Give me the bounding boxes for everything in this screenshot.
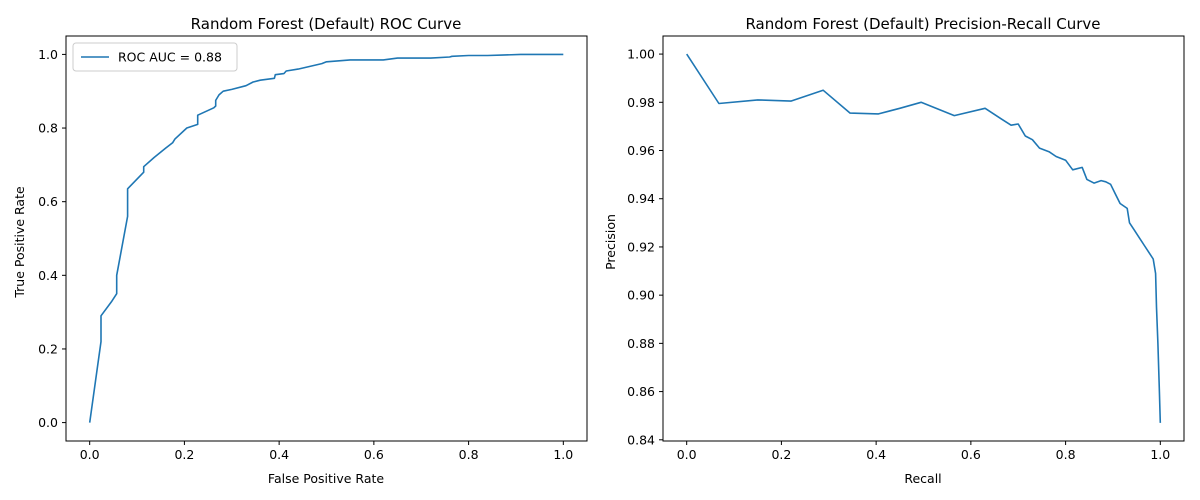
pr-chart: Random Forest (Default) Precision-Recall… — [603, 15, 1185, 486]
roc-legend: ROC AUC = 0.88 — [72, 42, 238, 72]
roc-chart-title: Random Forest (Default) ROC Curve — [191, 15, 462, 33]
roc-x-axis-label: False Positive Rate — [268, 471, 384, 486]
pr-y-tick-label: 1.00 — [627, 47, 655, 62]
pr-y-tick-label: 0.96 — [627, 143, 655, 158]
roc-y-tick-label: 1.0 — [38, 47, 58, 62]
roc-y-axis-label: True Positive Rate — [12, 186, 27, 299]
roc-y-tick-label: 0.0 — [38, 415, 58, 430]
pr-y-tick-label: 0.92 — [627, 239, 655, 254]
roc-x-tick-label: 0.2 — [174, 447, 194, 462]
pr-y-tick-label: 0.88 — [627, 336, 655, 351]
roc-y-tick-label: 0.8 — [38, 121, 58, 136]
pr-x-tick-label: 0.4 — [866, 447, 886, 462]
pr-x-tick-label: 0.6 — [961, 447, 981, 462]
roc-ticks: 0.0 0.2 0.4 0.6 0.8 1.0 0.0 0.2 0.4 0.6 0.8 1.0 — [38, 47, 573, 462]
pr-x-tick-label: 0.2 — [771, 447, 791, 462]
roc-y-tick-label: 0.2 — [38, 341, 58, 356]
roc-legend-label: ROC AUC = 0.88 — [118, 50, 222, 65]
roc-x-tick-label: 0.4 — [269, 447, 289, 462]
roc-y-tick-label: 0.4 — [38, 268, 58, 283]
pr-ticks: 0.0 0.2 0.4 0.6 0.8 1.0 0.84 0.86 0.88 0.90 0.92 0.… — [627, 47, 1170, 462]
pr-chart-title: Random Forest (Default) Precision-Recall… — [745, 15, 1100, 33]
roc-x-tick-label: 0.6 — [364, 447, 384, 462]
roc-x-tick-label: 1.0 — [553, 447, 573, 462]
roc-series-line — [88, 53, 564, 423]
pr-plot-frame — [662, 35, 1185, 442]
pr-series-line — [686, 53, 1162, 423]
pr-y-tick-label: 0.98 — [627, 95, 655, 110]
roc-series — [88, 53, 564, 423]
roc-chart: Random Forest (Default) ROC Curve False … — [12, 15, 588, 486]
pr-x-tick-label: 1.0 — [1150, 447, 1170, 462]
pr-series — [686, 53, 1162, 423]
pr-y-tick-label: 0.86 — [627, 384, 655, 399]
pr-y-tick-label: 0.90 — [627, 288, 655, 303]
roc-legend-box — [72, 42, 238, 72]
roc-y-tick-label: 0.6 — [38, 194, 58, 209]
pr-y-axis-label: Precision — [603, 214, 618, 270]
pr-y-tick-label: 0.94 — [627, 191, 655, 206]
roc-x-tick-label: 0.8 — [459, 447, 479, 462]
roc-plot-frame — [65, 35, 588, 442]
pr-x-tick-label: 0.0 — [677, 447, 697, 462]
pr-x-tick-label: 0.8 — [1056, 447, 1076, 462]
roc-x-tick-label: 0.0 — [80, 447, 100, 462]
pr-x-axis-label: Recall — [904, 471, 941, 486]
pr-y-tick-label: 0.84 — [627, 432, 655, 447]
